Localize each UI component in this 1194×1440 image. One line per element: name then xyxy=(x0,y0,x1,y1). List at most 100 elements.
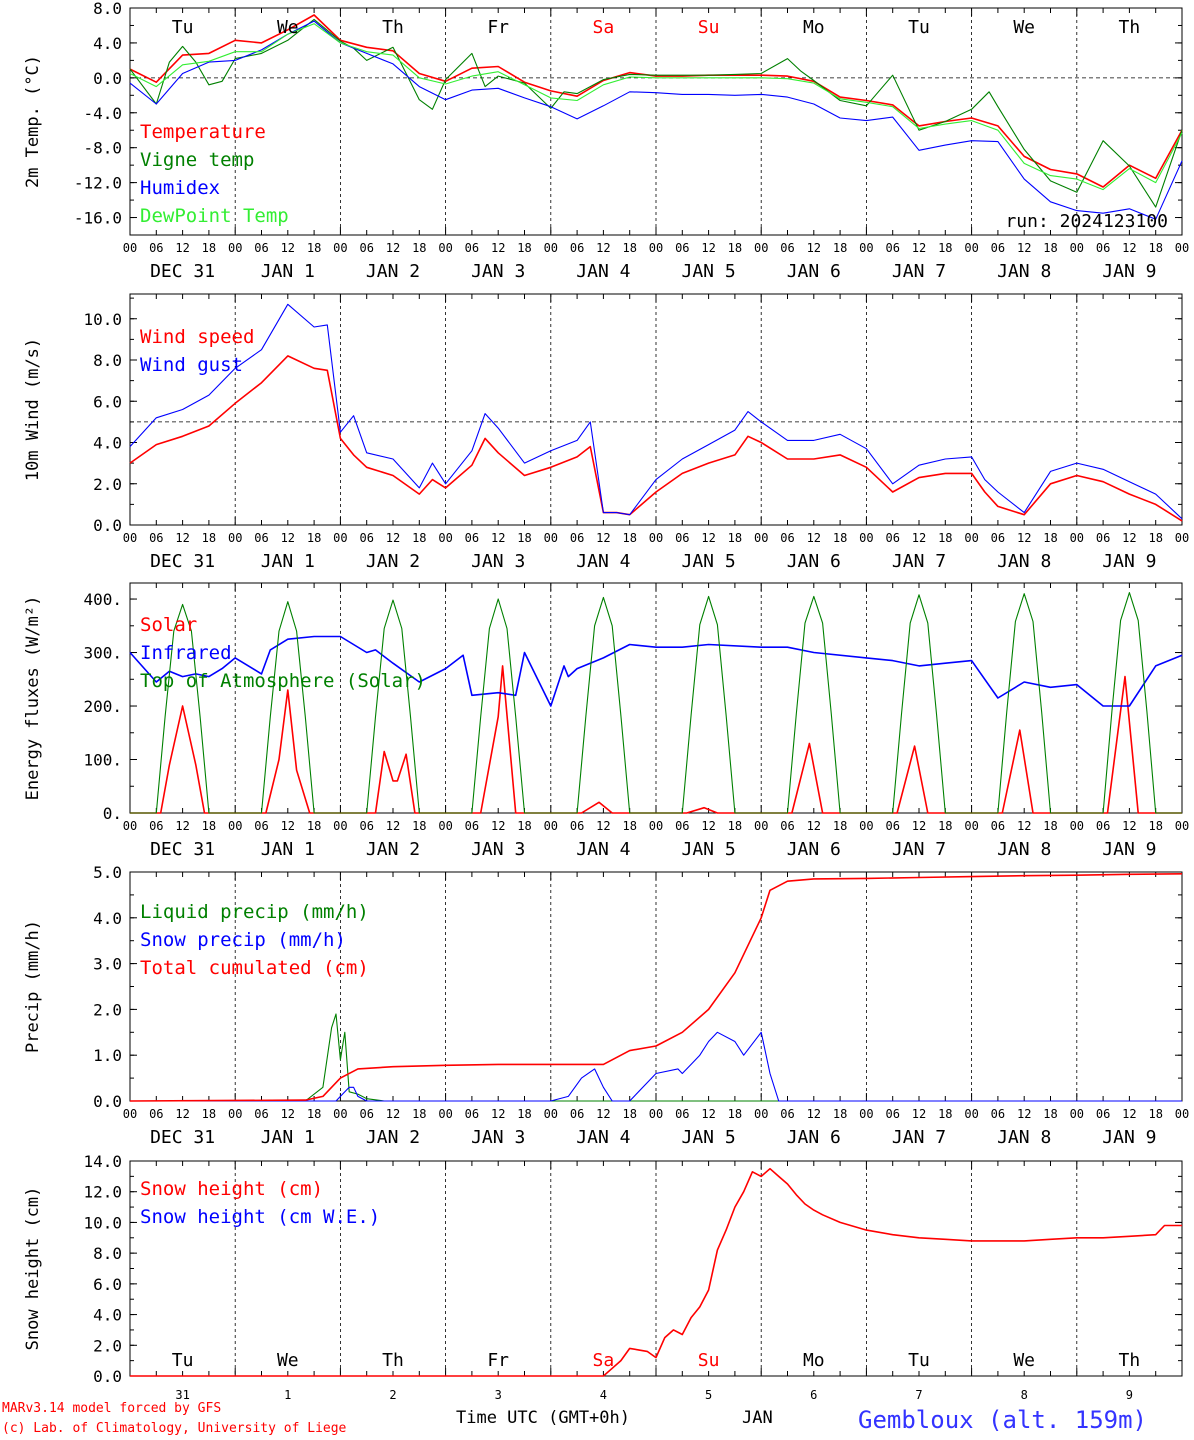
hour-tick-label: 00 xyxy=(333,531,347,545)
date-label: DEC 31 xyxy=(150,839,215,860)
date-label: JAN 2 xyxy=(366,1127,420,1148)
hour-tick-label: 18 xyxy=(412,819,426,833)
hour-tick-label: 06 xyxy=(1096,1107,1110,1121)
date-label: JAN 1 xyxy=(261,839,315,860)
y-tick-label: 4.0 xyxy=(93,909,122,928)
day-name-label: Th xyxy=(1119,1350,1141,1371)
day-number-label: 31 xyxy=(175,1388,189,1402)
hour-tick-label: 06 xyxy=(465,1107,479,1121)
hour-tick-label: 12 xyxy=(175,531,189,545)
date-label: DEC 31 xyxy=(150,1127,215,1148)
series-line-2 xyxy=(129,303,1183,520)
hour-tick-label: 18 xyxy=(307,819,321,833)
hour-tick-label: 00 xyxy=(649,819,663,833)
date-label: JAN 1 xyxy=(261,261,315,282)
date-label: JAN 8 xyxy=(997,839,1051,860)
date-label: JAN 7 xyxy=(892,1127,946,1148)
hour-tick-label: 12 xyxy=(596,1107,610,1121)
date-label: JAN 5 xyxy=(682,261,736,282)
hour-tick-label: 18 xyxy=(412,1107,426,1121)
date-label: JAN 3 xyxy=(471,839,525,860)
day-number-label: 4 xyxy=(600,1388,607,1402)
hour-tick-label: 06 xyxy=(780,1107,794,1121)
hour-tick-label: 18 xyxy=(1043,241,1057,255)
series-line-1 xyxy=(129,14,1183,188)
series-line-2 xyxy=(129,18,1183,208)
footer-time-axis-label: Time UTC (GMT+0h) xyxy=(456,1408,630,1428)
day-name-label: Th xyxy=(382,17,404,38)
panel-4: 5.0 4.0 3.0 2.0 1.0 0.0 Precip (mm/h) Liquid pr… xyxy=(23,863,1189,1148)
y-tick-label: 8.0 xyxy=(93,1244,122,1263)
hour-tick-label: 18 xyxy=(1043,1107,1057,1121)
hour-tick-label: 00 xyxy=(544,531,558,545)
day-name-label: Fr xyxy=(487,17,509,38)
y-tick-label: 1.0 xyxy=(93,1046,122,1065)
legend-entry: Snow height (cm) xyxy=(140,1178,323,1200)
hour-tick-label: 12 xyxy=(596,241,610,255)
y-axis-label: Energy fluxes (W/m²) xyxy=(23,596,43,801)
hour-tick-label: 00 xyxy=(1175,241,1189,255)
hour-tick-label: 00 xyxy=(333,1107,347,1121)
day-name-label: Tu xyxy=(172,17,194,38)
day-name-label: We xyxy=(277,17,299,38)
y-tick-label: 0.0 xyxy=(93,1367,122,1386)
hour-tick-label: 12 xyxy=(912,1107,926,1121)
hour-tick-label: 12 xyxy=(701,819,715,833)
hour-tick-label: 06 xyxy=(675,1107,689,1121)
hour-tick-label: 00 xyxy=(1175,1107,1189,1121)
day-name-label: Th xyxy=(382,1350,404,1371)
hour-tick-label: 00 xyxy=(123,531,137,545)
date-label: DEC 31 xyxy=(150,551,215,572)
y-tick-label: 0. xyxy=(103,804,122,823)
date-label: JAN 7 xyxy=(892,551,946,572)
date-label: DEC 31 xyxy=(150,261,215,282)
hour-tick-label: 06 xyxy=(991,241,1005,255)
hour-tick-label: 06 xyxy=(359,819,373,833)
hour-tick-label: 18 xyxy=(517,531,531,545)
hour-tick-label: 18 xyxy=(833,1107,847,1121)
day-name-label: Tu xyxy=(908,17,930,38)
y-tick-label: 300. xyxy=(83,644,122,663)
y-axis-label: 10m Wind (m/s) xyxy=(23,338,43,481)
hour-tick-label: 06 xyxy=(885,819,899,833)
legend-entry: Solar xyxy=(140,614,197,636)
meteogram-panels: 8.0 4.0 0.0 -4.0 -8.0 -12.0 -16.0 2m Temp. (°C)… xyxy=(23,0,1189,1402)
day-number-label: 8 xyxy=(1021,1388,1028,1402)
panel-3: 400. 300. 200. 100. 0. Energy fluxes (W/m²) So… xyxy=(23,582,1189,860)
hour-tick-label: 06 xyxy=(149,241,163,255)
hour-tick-label: 12 xyxy=(386,531,400,545)
date-label: JAN 4 xyxy=(576,261,630,282)
legend-entry: Humidex xyxy=(140,177,220,199)
hour-tick-label: 18 xyxy=(833,531,847,545)
hour-tick-label: 06 xyxy=(149,1107,163,1121)
date-label: JAN 3 xyxy=(471,1127,525,1148)
hour-tick-label: 12 xyxy=(701,531,715,545)
footer: MARv3.14 model forced by GFS (c) Lab. of… xyxy=(2,1401,1147,1436)
hour-tick-label: 12 xyxy=(701,241,715,255)
hour-tick-label: 12 xyxy=(491,241,505,255)
day-name-label: Tu xyxy=(908,1350,930,1371)
hour-tick-label: 00 xyxy=(123,819,137,833)
day-number-label: 5 xyxy=(705,1388,712,1402)
y-tick-label: 6.0 xyxy=(93,392,122,411)
y-tick-label: 4.0 xyxy=(93,434,122,453)
day-name-label: Mo xyxy=(803,1350,825,1371)
hour-tick-label: 06 xyxy=(885,241,899,255)
hour-tick-label: 06 xyxy=(254,531,268,545)
hour-tick-label: 12 xyxy=(596,819,610,833)
day-name-label: Mo xyxy=(803,17,825,38)
footer-station-name: Gembloux (alt. 159m) xyxy=(858,1406,1147,1434)
legend-entry: Snow precip (mm/h) xyxy=(140,929,346,951)
date-label: JAN 4 xyxy=(576,839,630,860)
legend-entry: Infrared xyxy=(140,642,232,664)
day-number-label: 7 xyxy=(915,1388,922,1402)
hour-tick-label: 18 xyxy=(517,819,531,833)
hour-tick-label: 12 xyxy=(1017,241,1031,255)
day-name-label: Sa xyxy=(593,1350,615,1371)
legend-entry: Top of Atmosphere (Solar) xyxy=(140,670,426,692)
panel-5: 14.0 12.0 10.0 8.0 6.0 4.0 2.0 0.0 Snow height (… xyxy=(23,1152,1183,1402)
y-tick-label: 2.0 xyxy=(93,1000,122,1019)
day-number-label: 1 xyxy=(284,1388,291,1402)
y-tick-label: 400. xyxy=(83,590,122,609)
series-line-1 xyxy=(130,1013,1182,1102)
